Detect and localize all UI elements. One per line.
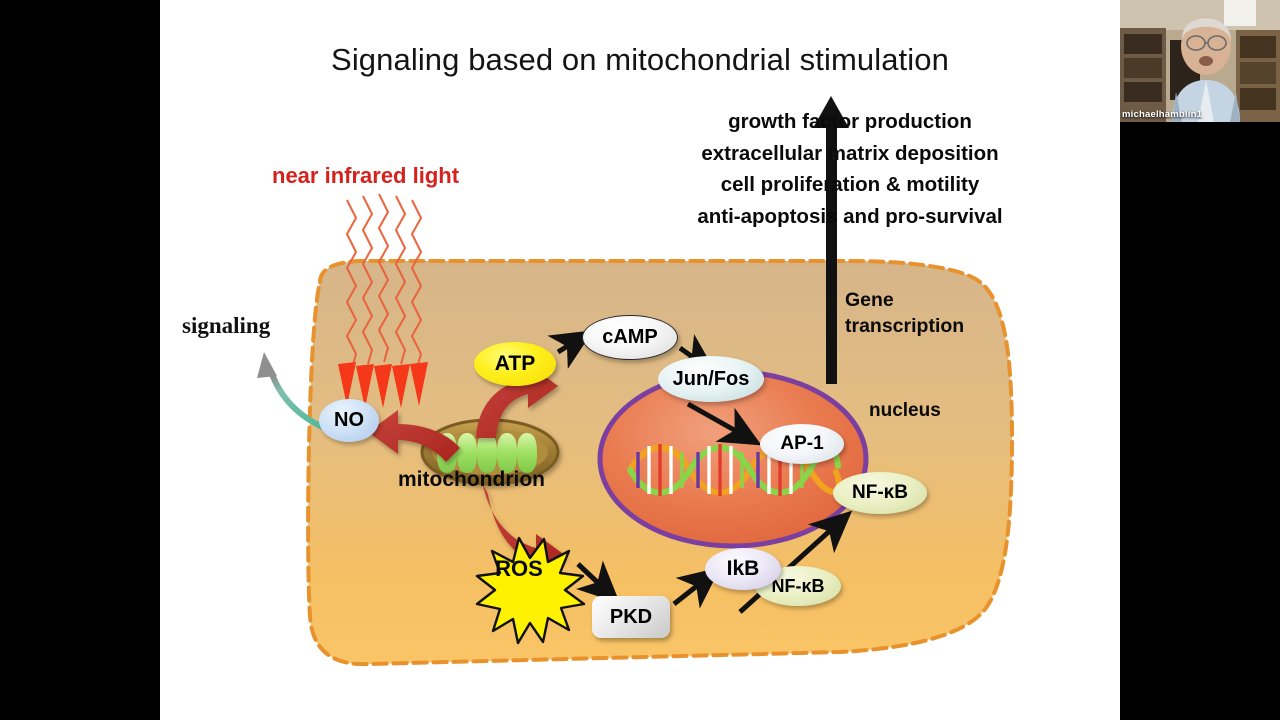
outcome-line-3: cell proliferation & motility (720, 173, 980, 196)
outcomes-list: growth factor production extracellular m… (640, 110, 1060, 238)
gene-transcription-line-1: Gene (845, 289, 894, 311)
node-atp: ATP (474, 342, 556, 386)
node-ros: ROS (495, 556, 543, 581)
node-pkd: PKD (592, 596, 670, 638)
node-camp: cAMP (582, 315, 678, 360)
mitochondrion-organelle (420, 418, 560, 486)
page-title: Signaling based on mitochondrial stimula… (331, 42, 949, 77)
node-no: NO (319, 399, 379, 442)
arrow-ikb-to-nfkb (738, 510, 853, 614)
node-ikb: IkB (705, 548, 781, 590)
gene-transcription-arrow (813, 96, 849, 384)
ros-starburst (475, 536, 586, 645)
light-arrowheads (338, 362, 428, 408)
mitochondrion-label: mitochondrion (398, 468, 545, 491)
outcome-line-1: growth factor production (728, 110, 972, 133)
webcam-video (1120, 0, 1280, 122)
participant-name-label: michaelhamblin1 (1122, 109, 1203, 120)
node-nfkb-cytoplasm: NF-κB (755, 566, 841, 606)
arrow-pkd-to-ikb (672, 567, 721, 609)
node-ap1: AP-1 (760, 424, 844, 464)
near-infrared-light-label: near infrared light (272, 163, 460, 188)
gene-transcription-label: Gene transcription (845, 288, 964, 339)
near-infrared-light-rays (345, 193, 423, 369)
webcam-tile[interactable]: michaelhamblin1 (1120, 0, 1280, 122)
outcome-line-2: extracellular matrix deposition (701, 141, 999, 165)
arrow-atp-to-camp (547, 330, 594, 369)
arrow-junfos-to-ap1 (686, 401, 762, 446)
node-nfkb-nucleus: NF-κB (833, 472, 927, 514)
presentation-slide: Signaling based on mitochondrial stimula… (160, 0, 1120, 720)
arrow-ros-to-pkd (576, 560, 621, 604)
gene-transcription-line-2: transcription (845, 314, 965, 337)
nucleus-label: nucleus (869, 400, 941, 421)
node-jun-fos: Jun/Fos (658, 356, 764, 402)
outcome-line-4: anti-apoptosis and pro-survival (697, 204, 1003, 228)
signaling-label: signaling (182, 313, 271, 338)
